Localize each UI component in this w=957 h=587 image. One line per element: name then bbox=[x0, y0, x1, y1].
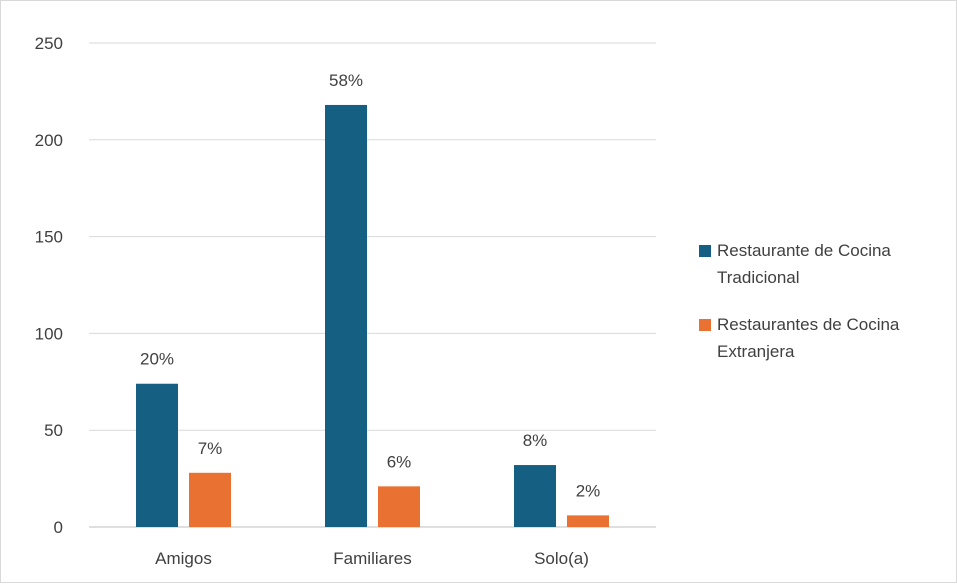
data-label: 8% bbox=[523, 431, 548, 450]
y-tick-label: 100 bbox=[35, 324, 63, 343]
data-label: 20% bbox=[140, 350, 174, 369]
data-label: 2% bbox=[576, 481, 601, 500]
data-label: 58% bbox=[329, 71, 363, 90]
x-tick-label: Familiares bbox=[333, 549, 411, 568]
bar bbox=[189, 472, 231, 527]
bar bbox=[514, 465, 556, 527]
bar bbox=[567, 515, 609, 527]
y-tick-label: 150 bbox=[35, 228, 63, 247]
legend-item-series-1: Restaurante de Cocina Tradicional bbox=[699, 237, 949, 291]
bar bbox=[136, 383, 178, 527]
bar bbox=[378, 486, 420, 527]
data-label: 7% bbox=[198, 439, 223, 458]
legend-item-series-2: Restaurantes de Cocina Extranjera bbox=[699, 311, 949, 365]
legend-label-series-1: Restaurante de Cocina Tradicional bbox=[717, 241, 891, 287]
y-tick-label: 50 bbox=[44, 421, 63, 440]
legend-label-series-2: Restaurantes de Cocina Extranjera bbox=[717, 315, 900, 361]
legend-swatch-series-1 bbox=[699, 245, 711, 257]
bar bbox=[325, 104, 367, 528]
y-tick-label: 250 bbox=[35, 34, 63, 53]
y-tick-label: 200 bbox=[35, 131, 63, 150]
x-tick-label: Solo(a) bbox=[534, 549, 589, 568]
data-label: 6% bbox=[387, 452, 412, 471]
x-tick-label: Amigos bbox=[155, 549, 212, 568]
legend-swatch-series-2 bbox=[699, 319, 711, 331]
y-tick-label: 0 bbox=[54, 518, 63, 537]
legend: Restaurante de Cocina Tradicional Restau… bbox=[699, 237, 949, 385]
